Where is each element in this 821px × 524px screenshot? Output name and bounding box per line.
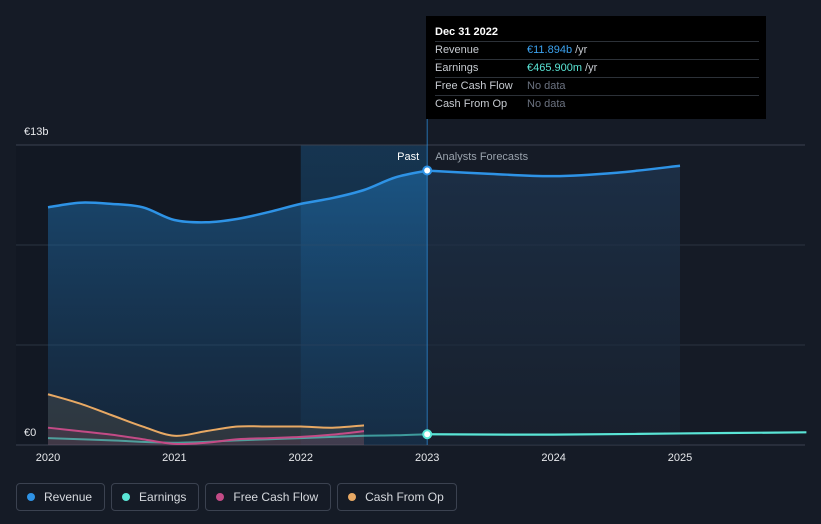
revenue-dot-icon: [27, 493, 35, 501]
free-cash-flow-line: [47, 426, 365, 446]
legend-label: Free Cash Flow: [233, 490, 319, 504]
tooltip-unit: /yr: [585, 62, 598, 74]
earnings-marker: [422, 429, 433, 440]
revenue-marker: [422, 165, 433, 176]
y-tick-label: €0: [24, 427, 36, 439]
cash-from-op-area: [48, 394, 364, 445]
tooltip-label: Cash From Op: [435, 98, 508, 110]
cash-from-op-dot-icon: [348, 493, 357, 501]
earnings-line: [47, 433, 428, 444]
tooltip-row-free-cash-flow: Free Cash Flow No data: [435, 77, 759, 95]
revenue-area-forecast: [427, 165, 680, 445]
legend-label: Cash From Op: [365, 490, 444, 504]
past-label: Past: [397, 151, 419, 163]
revenue-line: [47, 169, 428, 224]
legend-item-revenue[interactable]: Revenue: [16, 483, 106, 511]
legend-label: Earnings: [139, 490, 187, 504]
y-tick-label: €13b: [24, 126, 48, 138]
tooltip-value: €11.894b: [527, 44, 573, 56]
earnings-forecast-line: [427, 431, 807, 436]
cash-from-op-line: [47, 393, 365, 437]
legend-label: Revenue: [44, 490, 93, 504]
tooltip-unit: /yr: [575, 44, 588, 56]
tooltip-label: Free Cash Flow: [435, 80, 513, 92]
x-tick-label: 2024: [541, 452, 565, 464]
x-tick-label: 2021: [162, 452, 186, 464]
legend-item-free-cash-flow[interactable]: Free Cash Flow: [205, 483, 332, 511]
revenue-area-past: [48, 170, 428, 445]
legend-item-cash-from-op[interactable]: Cash From Op: [337, 483, 457, 511]
tooltip-label: Earnings: [435, 62, 479, 74]
tooltip-row-cash-from-op: Cash From Op No data: [435, 95, 759, 113]
tooltip-label: Revenue: [435, 44, 480, 56]
legend-item-earnings[interactable]: Earnings: [111, 483, 200, 511]
tooltip-row-earnings: Earnings €465.900m /yr: [435, 59, 759, 77]
x-tick-label: 2022: [289, 452, 313, 464]
tooltip-row-revenue: Revenue €11.894b /yr: [435, 41, 759, 59]
legend: Revenue Earnings Free Cash Flow Cash Fro…: [16, 483, 457, 511]
forecast-label: Analysts Forecasts: [435, 151, 528, 163]
revenue-forecast-line: [427, 164, 681, 178]
x-tick-label: 2023: [415, 452, 439, 464]
free-cash-flow-dot-icon: [216, 493, 225, 501]
tooltip: Dec 31 2022 Revenue €11.894b /yr Earning…: [426, 16, 766, 119]
tooltip-value: No data: [527, 80, 566, 92]
earnings-dot-icon: [122, 493, 131, 501]
x-tick-label: 2020: [36, 452, 60, 464]
tooltip-value: €465.900m: [527, 62, 583, 74]
x-tick-label: 2025: [668, 452, 692, 464]
tooltip-value: No data: [527, 98, 566, 110]
tooltip-date: Dec 31 2022: [435, 26, 498, 38]
